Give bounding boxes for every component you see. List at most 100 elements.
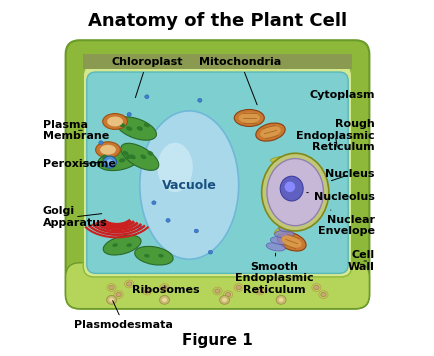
Ellipse shape [273, 213, 309, 235]
Ellipse shape [162, 298, 167, 302]
FancyBboxPatch shape [87, 72, 347, 273]
Text: Plasma
Membrane: Plasma Membrane [43, 120, 108, 141]
Ellipse shape [144, 123, 150, 127]
Text: Anatomy of the Plant Cell: Anatomy of the Plant Cell [88, 12, 346, 30]
Ellipse shape [98, 150, 139, 171]
Text: Ribosomes: Ribosomes [132, 285, 200, 295]
Ellipse shape [109, 298, 114, 302]
Ellipse shape [320, 292, 326, 297]
Ellipse shape [238, 112, 259, 123]
Ellipse shape [208, 250, 212, 254]
Ellipse shape [116, 292, 121, 297]
Text: Nucleus: Nucleus [325, 169, 374, 180]
Ellipse shape [103, 156, 116, 168]
Text: Nuclear
Envelope: Nuclear Envelope [317, 210, 374, 236]
Ellipse shape [278, 298, 283, 302]
Ellipse shape [256, 289, 262, 293]
Ellipse shape [274, 230, 293, 238]
Ellipse shape [108, 158, 115, 162]
Ellipse shape [276, 295, 286, 304]
Ellipse shape [313, 286, 318, 290]
Ellipse shape [119, 123, 125, 127]
Ellipse shape [144, 254, 149, 257]
Ellipse shape [151, 201, 156, 205]
Text: Mitochondria: Mitochondria [199, 57, 281, 105]
Ellipse shape [225, 292, 230, 297]
Ellipse shape [278, 224, 297, 232]
Text: Cell
Wall: Cell Wall [347, 250, 374, 272]
Ellipse shape [270, 176, 319, 188]
Text: Vacuole: Vacuole [161, 179, 216, 192]
Ellipse shape [270, 156, 312, 165]
Ellipse shape [194, 229, 198, 233]
Ellipse shape [126, 282, 132, 286]
Ellipse shape [222, 298, 227, 302]
Ellipse shape [139, 111, 238, 259]
Ellipse shape [102, 114, 127, 130]
Text: Chloroplast: Chloroplast [111, 57, 182, 98]
Ellipse shape [266, 158, 323, 226]
Ellipse shape [106, 159, 113, 165]
Text: Plasmodesmata: Plasmodesmata [74, 300, 173, 330]
Ellipse shape [261, 153, 328, 231]
Ellipse shape [147, 151, 153, 156]
Ellipse shape [159, 295, 169, 304]
Text: Smooth
Endoplasmic
Reticulum: Smooth Endoplasmic Reticulum [234, 253, 312, 295]
Ellipse shape [112, 243, 118, 247]
FancyBboxPatch shape [66, 263, 368, 309]
Text: Nucleolus: Nucleolus [306, 193, 374, 203]
Ellipse shape [270, 236, 289, 245]
Ellipse shape [274, 166, 322, 176]
Ellipse shape [197, 98, 201, 102]
Ellipse shape [126, 243, 132, 247]
Text: Figure 1: Figure 1 [182, 333, 252, 347]
Ellipse shape [236, 286, 241, 290]
Ellipse shape [106, 295, 116, 304]
Ellipse shape [119, 158, 125, 162]
Ellipse shape [101, 155, 107, 159]
Ellipse shape [281, 195, 316, 210]
Ellipse shape [219, 295, 229, 304]
Ellipse shape [122, 151, 128, 156]
Ellipse shape [136, 126, 142, 131]
Ellipse shape [161, 286, 167, 290]
Ellipse shape [107, 116, 123, 126]
Ellipse shape [157, 143, 192, 192]
Ellipse shape [126, 126, 132, 131]
Ellipse shape [260, 126, 280, 138]
Ellipse shape [234, 110, 264, 126]
Ellipse shape [266, 243, 285, 251]
Ellipse shape [127, 112, 131, 116]
Ellipse shape [284, 182, 295, 192]
Text: Golgi
Apparatus: Golgi Apparatus [43, 206, 107, 227]
Ellipse shape [165, 219, 170, 222]
Text: Peroxisome: Peroxisome [43, 159, 115, 169]
Ellipse shape [158, 254, 164, 257]
Ellipse shape [100, 145, 116, 155]
Text: Rough
Endoplasmic
Reticulum: Rough Endoplasmic Reticulum [296, 119, 374, 152]
Ellipse shape [145, 95, 148, 99]
FancyBboxPatch shape [83, 54, 351, 68]
FancyBboxPatch shape [83, 65, 351, 277]
Ellipse shape [281, 185, 322, 199]
Ellipse shape [279, 176, 302, 201]
Ellipse shape [108, 286, 114, 290]
Text: Cytoplasm: Cytoplasm [309, 90, 374, 100]
Ellipse shape [99, 141, 103, 145]
Ellipse shape [255, 123, 285, 141]
Ellipse shape [95, 142, 120, 158]
Ellipse shape [103, 235, 141, 255]
Ellipse shape [281, 235, 301, 248]
Ellipse shape [278, 205, 311, 222]
Ellipse shape [116, 117, 156, 140]
Ellipse shape [129, 155, 135, 159]
Ellipse shape [276, 232, 306, 251]
Ellipse shape [144, 289, 149, 293]
Ellipse shape [137, 225, 141, 229]
Ellipse shape [135, 246, 173, 265]
Ellipse shape [121, 143, 158, 170]
FancyBboxPatch shape [66, 40, 368, 309]
Ellipse shape [126, 155, 132, 159]
Ellipse shape [140, 155, 146, 159]
Ellipse shape [214, 289, 220, 293]
